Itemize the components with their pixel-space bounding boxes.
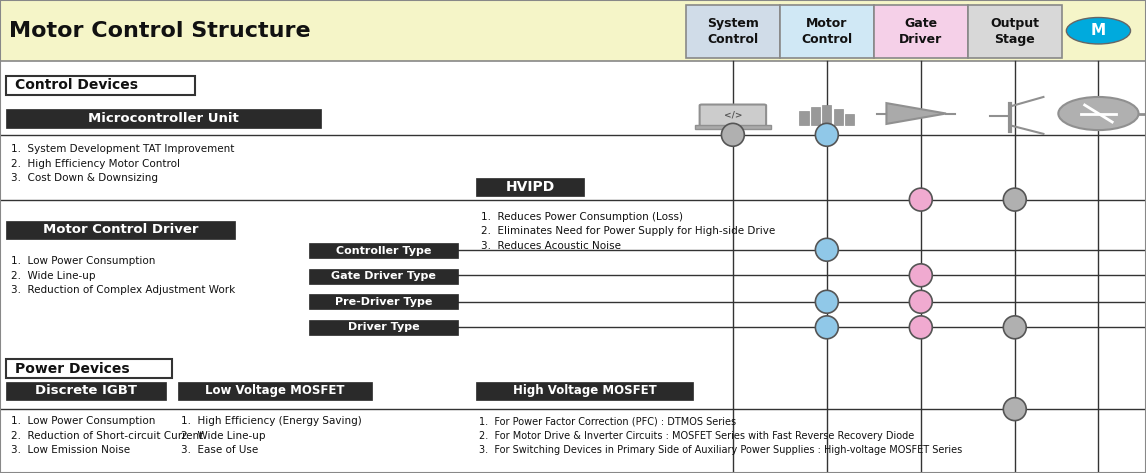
FancyBboxPatch shape bbox=[967, 5, 1061, 58]
Text: Output
Stage: Output Stage bbox=[990, 17, 1039, 46]
FancyBboxPatch shape bbox=[779, 5, 873, 58]
FancyBboxPatch shape bbox=[873, 5, 967, 58]
Polygon shape bbox=[887, 103, 947, 124]
Ellipse shape bbox=[1004, 398, 1027, 420]
Text: Motor Control Driver: Motor Control Driver bbox=[42, 223, 198, 236]
FancyBboxPatch shape bbox=[309, 243, 458, 258]
Ellipse shape bbox=[816, 316, 839, 339]
Circle shape bbox=[1059, 97, 1138, 130]
Text: System
Control: System Control bbox=[707, 17, 759, 46]
Text: Gate
Driver: Gate Driver bbox=[900, 17, 942, 46]
Ellipse shape bbox=[816, 238, 839, 261]
Text: 1.  Low Power Consumption
2.  Wide Line-up
3.  Reduction of Complex Adjustment W: 1. Low Power Consumption 2. Wide Line-up… bbox=[11, 256, 236, 295]
Text: Low Voltage MOSFET: Low Voltage MOSFET bbox=[205, 384, 345, 397]
Text: Gate Driver Type: Gate Driver Type bbox=[331, 271, 437, 281]
FancyBboxPatch shape bbox=[800, 111, 809, 125]
Ellipse shape bbox=[910, 188, 933, 211]
Text: 1.  High Efficiency (Energy Saving)
2.  Wide Line-up
3.  Ease of Use: 1. High Efficiency (Energy Saving) 2. Wi… bbox=[181, 416, 362, 455]
Text: Pre-Driver Type: Pre-Driver Type bbox=[336, 297, 432, 307]
Text: </>: </> bbox=[723, 110, 743, 120]
Ellipse shape bbox=[910, 290, 933, 313]
Ellipse shape bbox=[816, 290, 839, 313]
Text: 1.  For Power Factor Correction (PFC) : DTMOS Series
2.  For Motor Drive & Inver: 1. For Power Factor Correction (PFC) : D… bbox=[479, 416, 963, 455]
Ellipse shape bbox=[1004, 188, 1027, 211]
Text: Control Devices: Control Devices bbox=[15, 78, 138, 92]
Text: Motor Control Structure: Motor Control Structure bbox=[9, 21, 311, 41]
FancyBboxPatch shape bbox=[694, 125, 770, 129]
FancyBboxPatch shape bbox=[309, 320, 458, 335]
FancyBboxPatch shape bbox=[309, 294, 458, 309]
FancyBboxPatch shape bbox=[811, 107, 821, 125]
Text: Driver Type: Driver Type bbox=[348, 322, 419, 333]
Text: Power Devices: Power Devices bbox=[15, 362, 129, 376]
FancyBboxPatch shape bbox=[846, 114, 855, 125]
FancyBboxPatch shape bbox=[6, 109, 321, 128]
Text: 1.  Reduces Power Consumption (Loss)
2.  Eliminates Need for Power Supply for Hi: 1. Reduces Power Consumption (Loss) 2. E… bbox=[481, 212, 776, 251]
FancyBboxPatch shape bbox=[6, 359, 172, 378]
Text: Discrete IGBT: Discrete IGBT bbox=[34, 384, 138, 397]
FancyBboxPatch shape bbox=[685, 5, 779, 58]
FancyBboxPatch shape bbox=[6, 76, 195, 95]
Text: HVIPD: HVIPD bbox=[505, 180, 555, 194]
FancyBboxPatch shape bbox=[309, 269, 458, 284]
Text: M: M bbox=[1091, 23, 1106, 38]
FancyBboxPatch shape bbox=[834, 109, 843, 125]
Text: High Voltage MOSFET: High Voltage MOSFET bbox=[512, 384, 657, 397]
Circle shape bbox=[1067, 18, 1130, 44]
Ellipse shape bbox=[816, 123, 839, 146]
Text: 1.  Low Power Consumption
2.  Reduction of Short-circuit Current
3.  Low Emissio: 1. Low Power Consumption 2. Reduction of… bbox=[11, 416, 204, 455]
FancyBboxPatch shape bbox=[476, 178, 584, 196]
Text: 1.  System Development TAT Improvement
2.  High Efficiency Motor Control
3.  Cos: 1. System Development TAT Improvement 2.… bbox=[11, 144, 235, 183]
FancyBboxPatch shape bbox=[178, 382, 372, 400]
Text: Controller Type: Controller Type bbox=[336, 245, 432, 256]
Text: Microcontroller Unit: Microcontroller Unit bbox=[88, 112, 238, 125]
Ellipse shape bbox=[910, 264, 933, 287]
FancyBboxPatch shape bbox=[476, 382, 693, 400]
FancyBboxPatch shape bbox=[699, 105, 766, 126]
Ellipse shape bbox=[722, 123, 745, 146]
Text: Motor
Control: Motor Control bbox=[801, 17, 853, 46]
FancyBboxPatch shape bbox=[0, 0, 1146, 61]
FancyBboxPatch shape bbox=[6, 382, 166, 400]
Ellipse shape bbox=[1004, 316, 1027, 339]
FancyBboxPatch shape bbox=[6, 221, 235, 239]
Ellipse shape bbox=[910, 316, 933, 339]
FancyBboxPatch shape bbox=[823, 105, 832, 125]
